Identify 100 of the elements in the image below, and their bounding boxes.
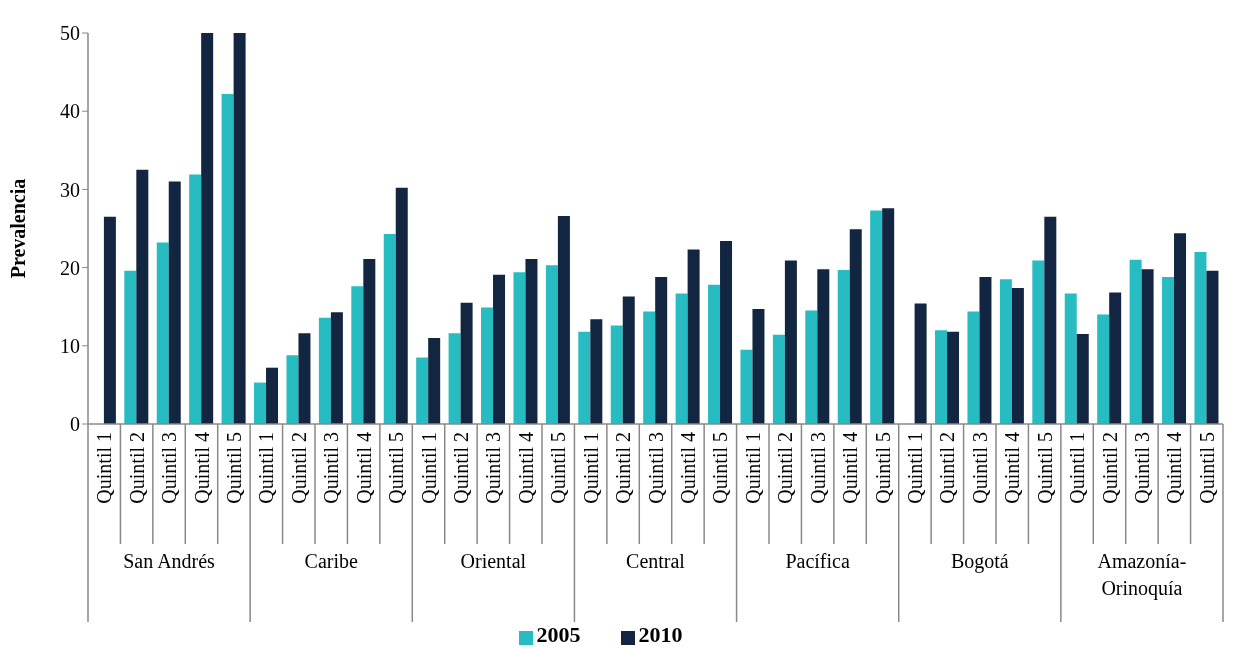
bar bbox=[1011, 287, 1024, 424]
bar bbox=[720, 241, 733, 424]
x-tick-label: Quintil 2 bbox=[774, 432, 797, 504]
bar bbox=[481, 307, 494, 424]
bar bbox=[1032, 260, 1045, 424]
legend-label: 2010 bbox=[638, 622, 683, 647]
bar bbox=[254, 382, 267, 424]
bar bbox=[882, 208, 895, 424]
x-tick-label: Quintil 4 bbox=[839, 432, 862, 504]
x-tick-label: Quintil 1 bbox=[741, 432, 764, 504]
bar bbox=[837, 269, 850, 424]
bar bbox=[675, 293, 688, 424]
bar bbox=[622, 296, 635, 424]
x-tick-label: Quintil 3 bbox=[806, 432, 829, 504]
y-tick-label: 0 bbox=[70, 413, 80, 436]
x-tick-label: Quintil 5 bbox=[547, 432, 570, 504]
bar bbox=[525, 259, 538, 424]
bar bbox=[545, 265, 558, 424]
bar bbox=[1141, 269, 1154, 424]
bar bbox=[493, 274, 506, 424]
x-tick-label: Quintil 1 bbox=[255, 432, 278, 504]
y-axis-title: Prevalencia bbox=[7, 178, 30, 279]
text: Amazonía-Orinoquía bbox=[1097, 550, 1187, 600]
x-tick-label: Quintil 4 bbox=[1001, 432, 1024, 504]
x-tick-label: Quintil 2 bbox=[287, 432, 310, 504]
bar bbox=[740, 349, 753, 424]
bar bbox=[590, 319, 603, 424]
bar bbox=[708, 284, 721, 424]
bar bbox=[947, 331, 960, 424]
x-tick-label: Quintil 2 bbox=[612, 432, 635, 504]
legend-label: 2005 bbox=[536, 622, 581, 647]
bar bbox=[233, 33, 246, 424]
bar bbox=[578, 331, 591, 424]
x-tick-label: Quintil 2 bbox=[449, 432, 472, 504]
x-tick-label: Quintil 2 bbox=[1098, 432, 1121, 504]
bar bbox=[999, 279, 1012, 424]
x-tick-label: Quintil 2 bbox=[936, 432, 959, 504]
x-tick-label: Quintil 4 bbox=[676, 432, 699, 504]
bar bbox=[286, 355, 299, 424]
x-tick-label: Quintil 5 bbox=[871, 432, 894, 504]
x-tick-label: Quintil 5 bbox=[1033, 432, 1056, 504]
x-tick-label: Quintil 3 bbox=[158, 432, 181, 504]
y-tick-label: 50 bbox=[60, 22, 80, 45]
bar bbox=[221, 94, 234, 424]
bar bbox=[1064, 293, 1077, 424]
x-tick-label: Quintil 4 bbox=[1163, 432, 1186, 504]
y-tick-label: 30 bbox=[60, 178, 80, 201]
x-tick-label: Quintil 5 bbox=[709, 432, 732, 504]
bar bbox=[1097, 314, 1110, 424]
bar bbox=[266, 367, 279, 424]
bar bbox=[784, 260, 797, 424]
bar bbox=[318, 317, 331, 424]
text: Pacífica bbox=[785, 550, 850, 572]
bar bbox=[103, 216, 116, 424]
bar bbox=[448, 333, 461, 424]
bar bbox=[610, 325, 623, 424]
bar bbox=[772, 334, 785, 424]
x-tick-label: Quintil 3 bbox=[1130, 432, 1153, 504]
bar bbox=[1044, 216, 1057, 424]
text: Central bbox=[626, 550, 686, 572]
bar bbox=[1129, 259, 1142, 424]
bar bbox=[1194, 251, 1207, 424]
bar bbox=[1174, 233, 1187, 424]
bar bbox=[557, 215, 570, 424]
text: Caribe bbox=[304, 550, 358, 572]
bar bbox=[1109, 292, 1122, 424]
bar bbox=[752, 309, 765, 424]
y-tick-label: 20 bbox=[60, 256, 80, 279]
x-tick-label: Quintil 3 bbox=[644, 432, 667, 504]
bar bbox=[363, 259, 376, 424]
bar bbox=[428, 337, 441, 424]
bar bbox=[136, 169, 149, 424]
y-tick-label: 10 bbox=[60, 334, 80, 357]
bar bbox=[168, 181, 181, 424]
x-tick-label: Quintil 1 bbox=[579, 432, 602, 504]
bar bbox=[979, 276, 992, 424]
bar bbox=[870, 210, 883, 424]
text: Bogotá bbox=[950, 550, 1009, 573]
bar bbox=[460, 302, 473, 424]
bar bbox=[330, 312, 343, 424]
x-tick-label: Quintil 1 bbox=[1066, 432, 1089, 504]
x-tick-label: Quintil 5 bbox=[222, 432, 245, 504]
text: Oriental bbox=[460, 550, 527, 572]
bar bbox=[643, 311, 656, 424]
x-tick-label: Quintil 3 bbox=[320, 432, 343, 504]
bar bbox=[298, 333, 311, 424]
bar bbox=[687, 249, 700, 424]
bar bbox=[1162, 276, 1175, 424]
y-tick-label: 40 bbox=[60, 100, 80, 123]
bar bbox=[383, 233, 396, 424]
bar bbox=[935, 330, 948, 424]
bar bbox=[395, 187, 408, 424]
x-tick-label: Quintil 3 bbox=[482, 432, 505, 504]
x-tick-label: Quintil 4 bbox=[514, 432, 537, 504]
x-tick-label: Quintil 5 bbox=[1195, 432, 1218, 504]
bar bbox=[201, 33, 214, 424]
bar bbox=[817, 269, 830, 424]
x-tick-label: Quintil 1 bbox=[903, 432, 926, 504]
x-tick-label: Quintil 1 bbox=[417, 432, 440, 504]
x-tick-label: Quintil 4 bbox=[352, 432, 375, 504]
